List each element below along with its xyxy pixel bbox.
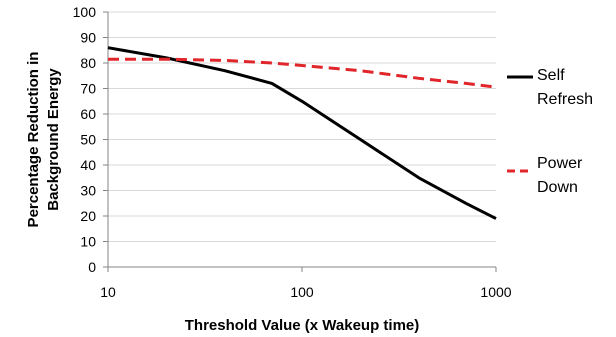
legend-label: Power (537, 155, 583, 172)
y-tick-label: 10 (80, 234, 96, 250)
y-tick-label: 0 (88, 259, 96, 275)
axes-layer (103, 11, 497, 272)
y-axis-title-line: Background Energy (45, 68, 62, 211)
legend: Self Refresh Power Down (507, 67, 593, 196)
x-axis-title: Threshold Value (x Wakeup time) (185, 317, 420, 334)
y-tick-label: 20 (80, 208, 96, 224)
y-tick-label: 70 (80, 81, 96, 97)
y-tick-label: 80 (80, 55, 96, 71)
legend-label: Refresh (537, 91, 593, 108)
series-layer (107, 46, 497, 220)
x-tick-label: 1000 (480, 284, 511, 300)
series-line-0 (107, 46, 497, 220)
legend-label: Down (537, 179, 578, 196)
y-tick-label: 60 (80, 106, 96, 122)
y-tick-label: 50 (80, 132, 96, 148)
series-line-1 (108, 57, 497, 89)
grid-layer (108, 11, 496, 242)
y-tick-label: 90 (80, 30, 96, 46)
y-axis-title: Percentage Reduction in Background Energy (25, 52, 62, 228)
y-tick-label: 40 (80, 157, 96, 173)
y-tick-label: 100 (73, 4, 97, 20)
y-tick-label: 30 (80, 183, 96, 199)
x-tick-label: 100 (290, 284, 314, 300)
legend-label: Self (537, 67, 565, 84)
x-tick-label: 10 (100, 284, 116, 300)
y-axis-title-line: Percentage Reduction in (25, 52, 42, 228)
